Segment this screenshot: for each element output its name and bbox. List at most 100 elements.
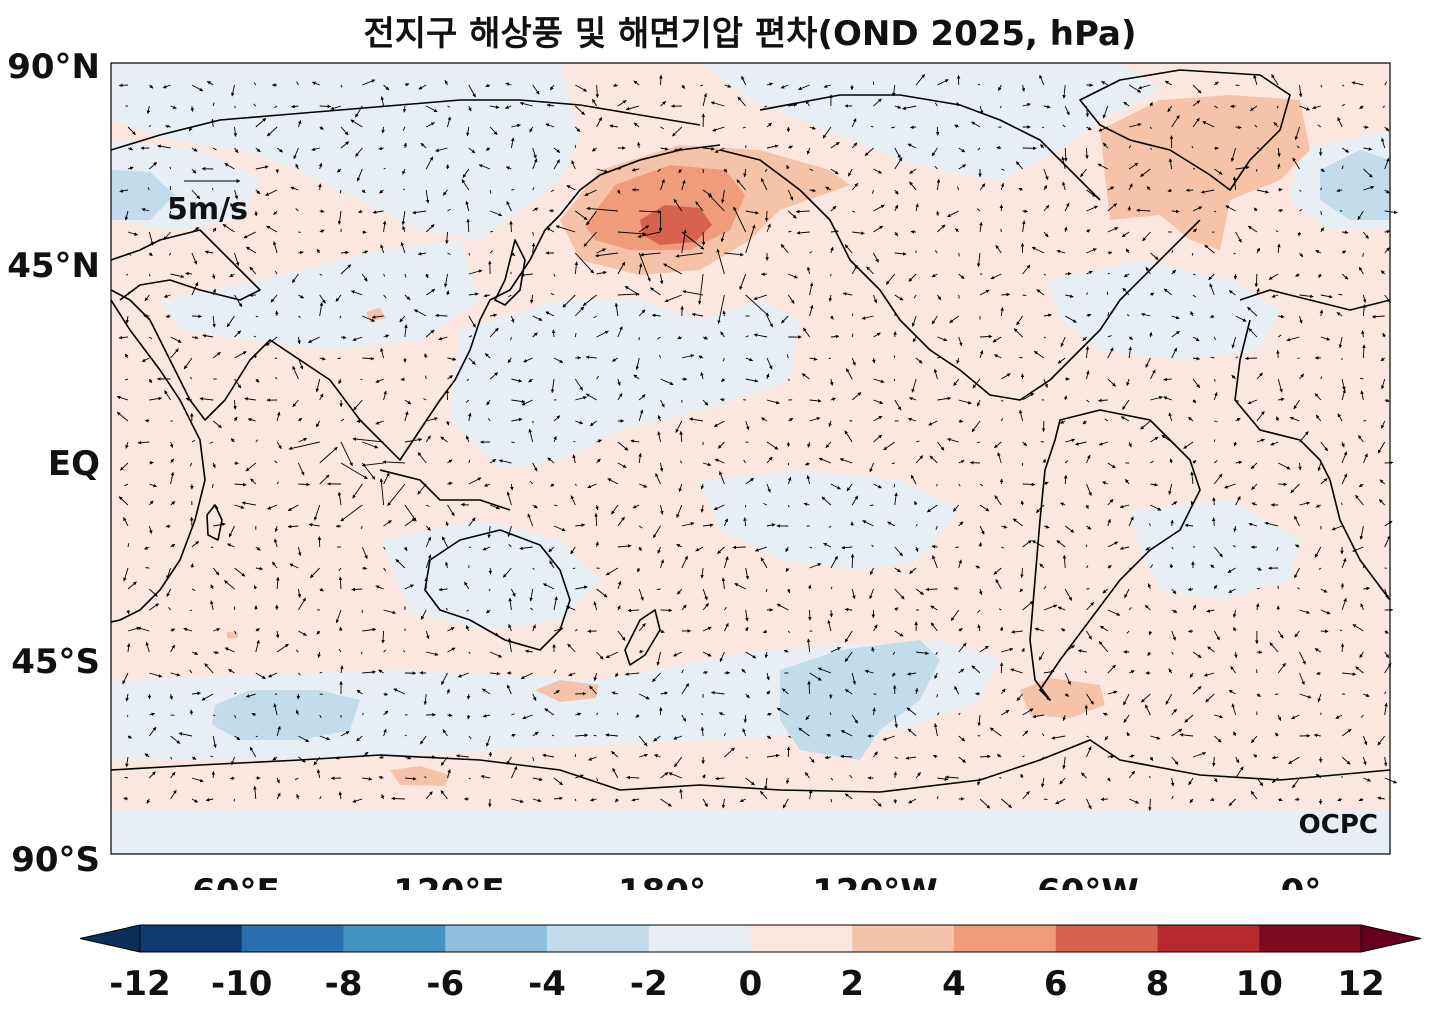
- wind-vector: [1249, 105, 1258, 112]
- wind-vector: [934, 250, 938, 254]
- wind-vector: [447, 105, 451, 108]
- wind-vector: [937, 356, 942, 359]
- wind-vector: [444, 79, 449, 86]
- wind-vector: [566, 184, 576, 191]
- wind-vector: [465, 200, 470, 212]
- wind-vector: [753, 294, 768, 301]
- wind-vector: [1043, 231, 1049, 238]
- wind-vector: [532, 332, 538, 338]
- wind-vector: [545, 311, 555, 317]
- wind-vector: [1148, 331, 1153, 338]
- wind-vector: [1277, 334, 1282, 338]
- wind-vector: [894, 189, 899, 195]
- wind-vector: [788, 230, 792, 233]
- wind-vector: [127, 291, 130, 296]
- wind-vector: [447, 208, 451, 212]
- wind-vector: [265, 336, 278, 347]
- wind-vector: [189, 376, 193, 380]
- wind-vector: [894, 294, 904, 301]
- wind-vector: [891, 84, 896, 97]
- wind-vector: [786, 354, 789, 359]
- wind-vector: [549, 209, 555, 213]
- wind-vector: [485, 147, 491, 151]
- lat-label: 90°S: [11, 840, 100, 880]
- wind-vector: [1192, 100, 1201, 107]
- wind-vector: [510, 271, 512, 275]
- wind-vector: [1064, 226, 1068, 233]
- wind-vector: [230, 84, 235, 97]
- wind-vector: [1022, 264, 1031, 275]
- wind-vector: [852, 210, 856, 213]
- wind-vector: [1080, 168, 1087, 178]
- wind-vector: [1296, 145, 1300, 149]
- wind-vector: [571, 160, 576, 170]
- wind-vector: [1212, 497, 1216, 506]
- wind-vector: [660, 147, 669, 151]
- lat-label: EQ: [48, 444, 100, 484]
- wind-vector: [523, 357, 533, 363]
- wind-vector: [574, 252, 595, 274]
- wind-vector: [149, 84, 154, 89]
- wind-vector: [1342, 230, 1349, 235]
- wind-vector: [937, 294, 942, 301]
- wind-vector: [555, 225, 576, 233]
- wind-vector: [461, 179, 470, 191]
- wind-vector: [979, 350, 984, 359]
- wind-vector: [275, 310, 279, 317]
- wind-vector: [510, 137, 515, 149]
- wind-vector: [319, 104, 332, 109]
- wind-vector: [1192, 273, 1196, 276]
- wind-vector: [383, 334, 390, 338]
- wind-vector: [425, 156, 434, 170]
- wind-vector: [574, 126, 581, 133]
- wind-vector: [380, 244, 385, 254]
- wind-vector: [937, 224, 946, 233]
- wind-vector: [809, 188, 817, 193]
- wind-vector: [872, 189, 874, 194]
- wind-vector: [574, 333, 577, 338]
- wind-vector: [872, 357, 876, 364]
- wind-vector: [234, 461, 239, 465]
- wind-vector: [532, 84, 540, 95]
- wind-vector: [1268, 273, 1279, 280]
- wind-vector: [1128, 84, 1142, 93]
- wind-vector: [847, 168, 853, 177]
- wind-vector: [998, 84, 1002, 91]
- wind-vector: [234, 252, 240, 266]
- wind-vector: [1362, 294, 1367, 303]
- wind-vector: [468, 357, 476, 365]
- wind-vector: [1213, 336, 1216, 340]
- wind-vector: [520, 273, 533, 277]
- wind-vector: [1363, 147, 1373, 151]
- wind-vector: [148, 378, 153, 384]
- wind-vector: [532, 420, 534, 424]
- wind-vector: [1233, 252, 1236, 255]
- wind-vector: [1123, 101, 1130, 107]
- wind-vector: [659, 273, 664, 285]
- wind-vector: [443, 273, 448, 288]
- wind-vector: [864, 147, 874, 157]
- wind-vector: [958, 273, 965, 280]
- wind-vector: [1247, 306, 1258, 317]
- wind-vector: [1107, 312, 1110, 317]
- lat-label: 45°N: [7, 246, 100, 286]
- wind-vector: [295, 208, 299, 212]
- wind-vector: [442, 189, 448, 196]
- wind-vector: [703, 147, 715, 151]
- wind-vector: [736, 179, 747, 191]
- wind-vector: [1171, 330, 1180, 338]
- wind-vector: [1318, 273, 1322, 279]
- wind-vector: [1149, 102, 1153, 107]
- wind-vector: [958, 252, 960, 257]
- wind-vector: [509, 220, 513, 233]
- colorbar-tick-label: 10: [1236, 964, 1283, 1004]
- wind-vector: [1171, 115, 1180, 128]
- wind-vector: [1033, 350, 1045, 359]
- wind-vector: [788, 103, 798, 107]
- wind-vector: [355, 105, 363, 118]
- wind-vector: [830, 315, 834, 320]
- wind-vector: [1275, 230, 1279, 233]
- wind-vector: [148, 231, 154, 246]
- wind-vector: [1062, 84, 1066, 99]
- wind-vector: [617, 231, 647, 236]
